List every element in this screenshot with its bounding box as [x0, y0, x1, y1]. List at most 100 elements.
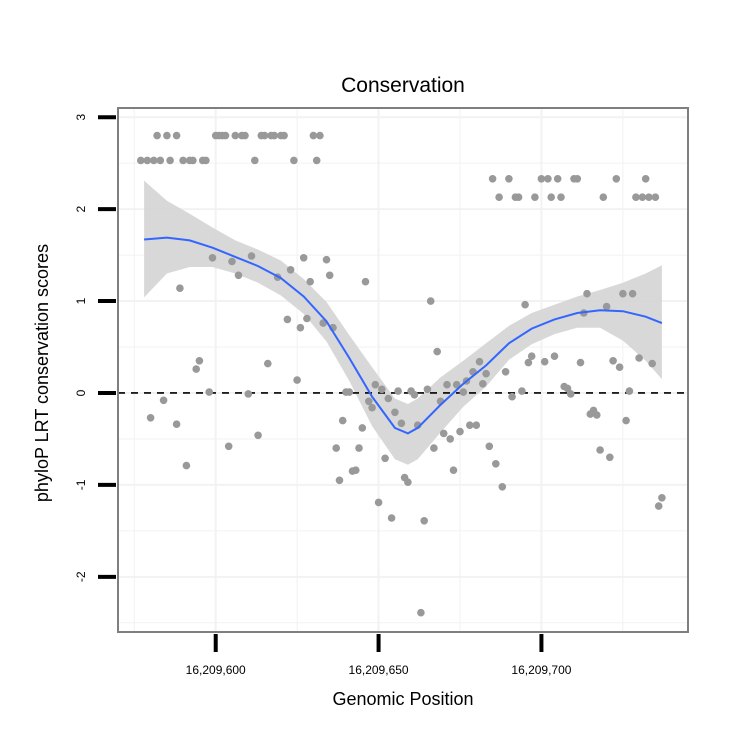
data-point — [508, 392, 516, 401]
data-point — [338, 416, 347, 425]
data-point — [384, 394, 393, 403]
smooth-line-layer — [144, 236, 663, 435]
data-point — [208, 253, 217, 262]
data-point — [189, 156, 197, 165]
data-point — [365, 397, 373, 406]
data-point — [495, 193, 503, 201]
data-point — [492, 460, 500, 468]
plot-frame — [117, 107, 689, 633]
data-point — [426, 297, 435, 305]
data-point — [335, 476, 344, 485]
data-point — [374, 498, 383, 507]
data-point — [270, 131, 279, 140]
confidence-band-layer — [118, 180, 688, 465]
x-axis-title: Genomic Position — [332, 689, 473, 709]
data-point — [658, 494, 666, 502]
data-point — [615, 363, 624, 372]
data-point — [306, 277, 315, 286]
data-point — [150, 156, 158, 165]
data-point — [583, 289, 591, 298]
data-point — [527, 352, 536, 361]
data-point — [446, 435, 455, 443]
data-point — [231, 131, 240, 140]
data-point — [488, 175, 497, 183]
data-point — [550, 352, 559, 361]
data-point — [641, 175, 650, 183]
data-point — [625, 387, 634, 395]
data-point — [254, 431, 262, 440]
data-point — [433, 347, 442, 356]
data-point — [309, 131, 318, 140]
data-point — [316, 131, 324, 140]
data-point — [410, 391, 419, 399]
data-point — [394, 387, 402, 395]
data-point — [176, 284, 184, 293]
data-point — [456, 427, 464, 436]
data-point — [290, 156, 298, 165]
data-point — [596, 446, 604, 454]
data-point — [378, 385, 386, 394]
y-tick-label: -2 — [74, 571, 88, 582]
data-point — [387, 514, 396, 522]
data-point — [296, 323, 305, 332]
data-point — [172, 131, 181, 140]
data-point — [612, 175, 621, 183]
data-point — [537, 175, 546, 183]
data-point — [224, 442, 233, 451]
data-point — [521, 300, 529, 309]
data-point — [459, 388, 468, 396]
chart-title: Conservation — [341, 74, 465, 97]
data-point — [622, 416, 630, 425]
data-point — [153, 131, 161, 140]
data-point — [593, 411, 601, 419]
data-point — [645, 193, 653, 201]
data-point — [619, 289, 627, 298]
data-point — [518, 387, 526, 395]
data-point — [466, 421, 474, 430]
data-point — [566, 390, 575, 398]
data-point — [553, 175, 562, 183]
data-point — [654, 502, 663, 510]
axes: 3 2 1 0 -1 -2 16,209,600 16,209,650 16,209,700 — [74, 107, 689, 677]
data-point — [404, 478, 412, 487]
data-point — [283, 315, 292, 324]
data-point — [485, 442, 494, 451]
data-point — [420, 517, 429, 525]
data-point — [479, 380, 487, 388]
data-point — [325, 271, 334, 280]
data-point — [182, 461, 191, 470]
data-point — [540, 357, 549, 366]
x-tick-label: 16,209,700 — [511, 663, 571, 677]
data-point — [609, 357, 617, 365]
data-point — [547, 193, 555, 201]
data-point — [638, 193, 647, 201]
y-tick-label: -1 — [74, 479, 88, 490]
data-point — [472, 421, 481, 430]
data-point — [501, 368, 510, 376]
data-point — [332, 444, 341, 452]
x-tick-label: 16,209,600 — [186, 663, 246, 677]
data-point — [371, 380, 380, 389]
data-point — [449, 466, 458, 475]
data-point — [264, 359, 272, 368]
data-point — [143, 156, 152, 165]
data-point — [417, 608, 425, 617]
y-tick-label: 3 — [74, 114, 88, 121]
data-point — [156, 156, 165, 165]
data-point — [573, 175, 582, 183]
data-point — [228, 257, 236, 266]
data-point — [361, 277, 370, 286]
data-point — [397, 419, 406, 428]
data-point — [202, 156, 210, 165]
data-point — [241, 131, 249, 140]
data-point — [303, 314, 311, 323]
data-point — [576, 358, 585, 367]
data-point — [498, 483, 507, 491]
data-point — [452, 380, 461, 389]
y-tick-label: 2 — [74, 205, 88, 212]
data-point — [439, 429, 448, 438]
data-point — [635, 354, 643, 362]
gridlines — [118, 108, 688, 632]
data-point — [599, 193, 608, 201]
data-point — [179, 156, 187, 165]
